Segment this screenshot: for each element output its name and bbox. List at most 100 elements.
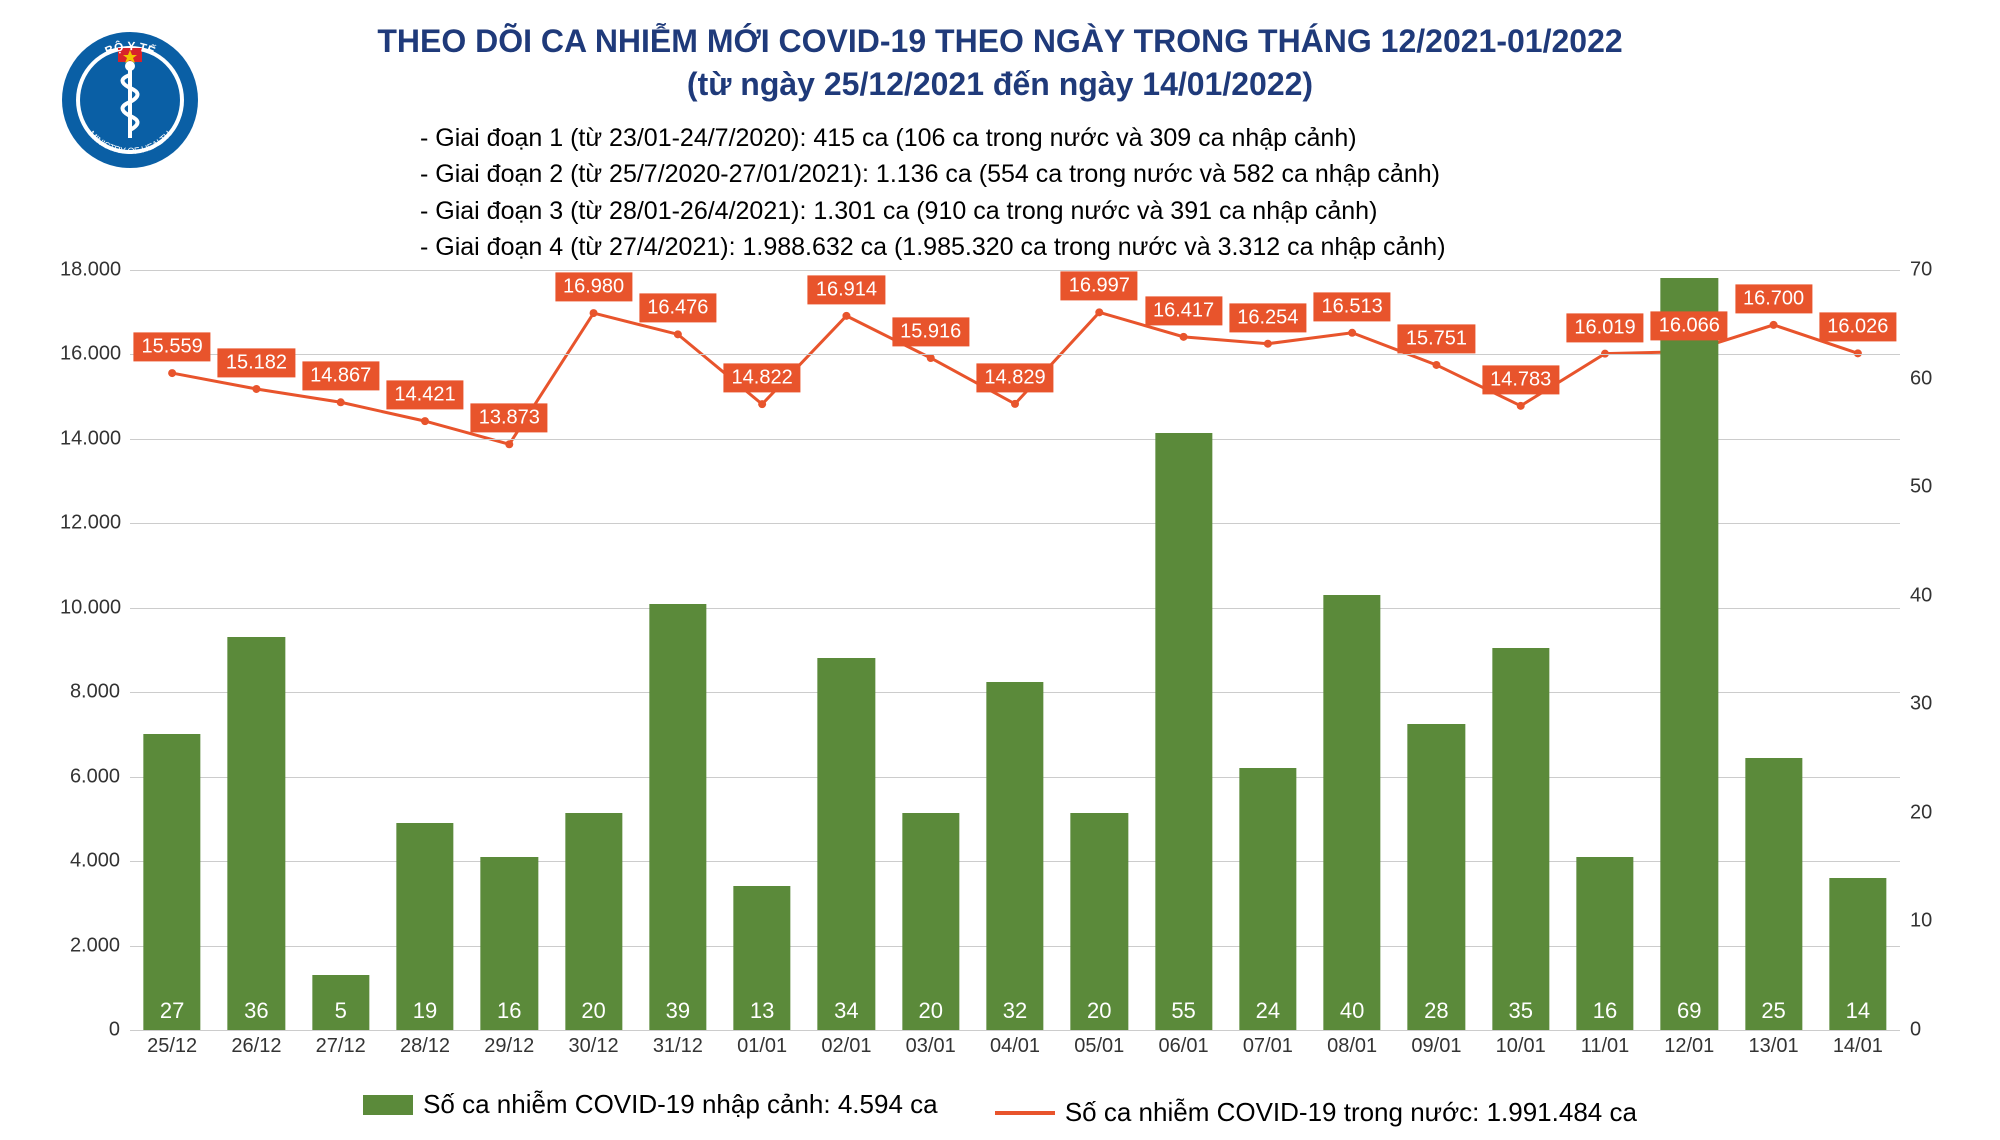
gridline [130,1030,1900,1031]
bar-value: 19 [413,998,437,1024]
bar-value: 20 [1087,998,1111,1024]
x-label: 30/12 [569,1035,619,1058]
info-line: - Giai đoạn 4 (từ 27/4/2021): 1.988.632 … [420,229,1446,265]
legend-line-swatch [995,1111,1055,1115]
bar-value: 39 [666,998,690,1024]
bar-value: 5 [335,998,347,1024]
bar: 19 [396,823,453,1030]
plot-region: 2736519162039133420322055244028351669251… [130,270,1900,1030]
line-value-label: 16.513 [1314,292,1391,321]
line-marker [1517,402,1525,410]
bar: 20 [902,813,959,1030]
info-line: - Giai đoạn 1 (từ 23/01-24/7/2020): 415 … [420,120,1446,156]
bar-value: 20 [581,998,605,1024]
y-left-label: 12.000 [60,512,120,535]
chart-title: THEO DÕI CA NHIỄM MỚI COVID-19 THEO NGÀY… [0,20,2000,106]
x-label: 04/01 [990,1035,1040,1058]
line-value-label: 15.916 [892,317,969,346]
x-label: 06/01 [1159,1035,1209,1058]
bar-value: 35 [1508,998,1532,1024]
bar: 27 [143,734,200,1030]
bar: 25 [1745,758,1802,1030]
bar-value: 28 [1424,998,1448,1024]
y-left-label: 0 [60,1019,120,1042]
line-value-label: 14.421 [386,381,463,410]
bar: 14 [1829,878,1886,1030]
line-value-label: 14.783 [1482,365,1559,394]
line-marker [1348,329,1356,337]
y-left-label: 18.000 [60,259,120,282]
x-label: 27/12 [316,1035,366,1058]
bar: 16 [1576,857,1633,1030]
bar: 20 [1071,813,1128,1030]
line-marker [337,398,345,406]
y-left-label: 6.000 [60,765,120,788]
line-value-label: 16.700 [1735,284,1812,313]
y-right-label: 50 [1910,476,1950,499]
bar: 28 [1408,724,1465,1030]
bar: 5 [312,975,369,1030]
gridline [130,523,1900,524]
bar: 34 [818,658,875,1030]
bar: 39 [649,604,706,1030]
bar-value: 16 [1593,998,1617,1024]
line-value-label: 14.829 [976,363,1053,392]
bar: 16 [481,857,538,1030]
x-label: 13/01 [1749,1035,1799,1058]
chart-plot-area: 02.0004.0006.0008.00010.00012.00014.0001… [130,270,1900,1030]
y-right-label: 0 [1910,1019,1950,1042]
bar-value: 55 [1171,998,1195,1024]
bar-value: 27 [160,998,184,1024]
y-right-label: 70 [1910,259,1950,282]
y-right-axis: 010203040506070 [1910,270,1950,1030]
x-label: 03/01 [906,1035,956,1058]
line-value-label: 15.751 [1398,324,1475,353]
line-value-label: 16.066 [1651,311,1728,340]
bar-value: 20 [918,998,942,1024]
x-label: 25/12 [147,1035,197,1058]
title-line-2: (từ ngày 25/12/2021 đến ngày 14/01/2022) [0,63,2000,106]
bar: 55 [1155,433,1212,1030]
legend-bar-swatch [363,1095,413,1115]
line-marker [1770,321,1778,329]
info-line: - Giai đoạn 3 (từ 28/01-26/4/2021): 1.30… [420,193,1446,229]
line-value-label: 16.019 [1566,313,1643,342]
y-right-label: 10 [1910,910,1950,933]
bar: 36 [228,637,285,1030]
line-value-label: 15.559 [134,332,211,361]
x-label: 12/01 [1664,1035,1714,1058]
bar-value: 25 [1761,998,1785,1024]
line-marker [421,417,429,425]
bar-value: 40 [1340,998,1364,1024]
x-label: 28/12 [400,1035,450,1058]
bar-value: 36 [244,998,268,1024]
bar: 24 [1239,768,1296,1030]
bar-value: 14 [1846,998,1870,1024]
line-value-label: 14.867 [302,362,379,391]
gridline [130,608,1900,609]
line-marker [842,312,850,320]
line-value-label: 15.182 [218,348,295,377]
line-marker [1011,400,1019,408]
bar: 20 [565,813,622,1030]
line-marker [674,330,682,338]
legend: Số ca nhiễm COVID-19 nhập cảnh: 4.594 ca… [0,1089,2000,1128]
bar-value: 16 [497,998,521,1024]
line-value-label: 16.997 [1061,272,1138,301]
bar-value: 32 [1003,998,1027,1024]
bar: 69 [1661,278,1718,1030]
line-marker [1095,308,1103,316]
phase-info: - Giai đoạn 1 (từ 23/01-24/7/2020): 415 … [420,120,1446,265]
x-label: 29/12 [484,1035,534,1058]
y-right-label: 30 [1910,693,1950,716]
y-left-axis: 02.0004.0006.0008.00010.00012.00014.0001… [60,270,120,1030]
x-label: 08/01 [1327,1035,1377,1058]
legend-line-item: Số ca nhiễm COVID-19 trong nước: 1.991.4… [995,1097,1637,1128]
line-marker [1854,349,1862,357]
x-label: 31/12 [653,1035,703,1058]
y-left-label: 2.000 [60,934,120,957]
line-value-label: 13.873 [471,404,548,433]
legend-bar-item: Số ca nhiễm COVID-19 nhập cảnh: 4.594 ca [363,1089,938,1120]
x-label: 09/01 [1411,1035,1461,1058]
line-marker [252,385,260,393]
